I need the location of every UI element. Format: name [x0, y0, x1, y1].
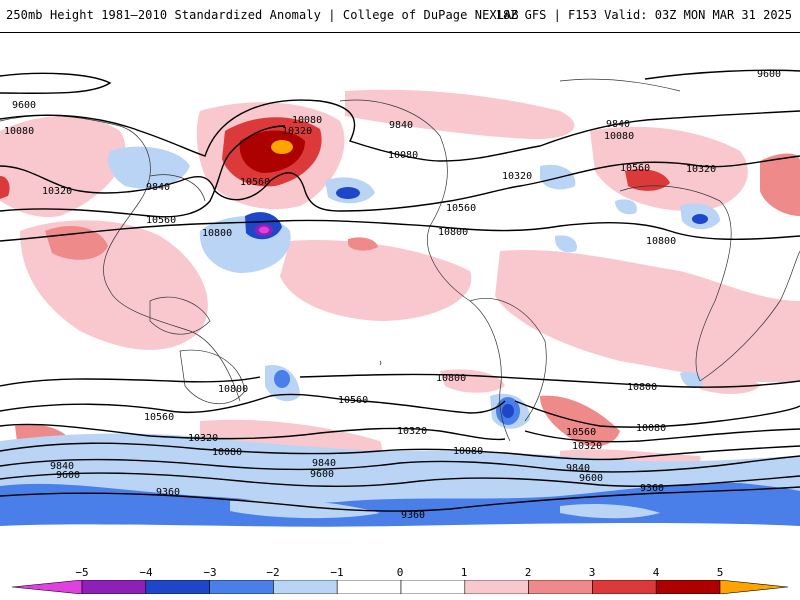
colorbar-tick-label: 3 — [588, 566, 596, 579]
contour-label: 10560 — [338, 395, 368, 406]
colorbar-cell — [145, 580, 210, 594]
colorbar-tick-label: 5 — [716, 566, 724, 579]
colorbar-tick-label: 0 — [396, 566, 404, 579]
map-panel: 9600 10080 10320 9840 10560 10800 10080 … — [0, 32, 800, 559]
contour-label: 9840 — [606, 119, 630, 130]
height-contours — [0, 69, 800, 512]
colorbar-cell — [655, 580, 721, 594]
colorbar-cell — [209, 580, 274, 594]
contour-label: 9600 — [757, 69, 781, 80]
contour-label: 10320 — [397, 426, 427, 437]
colorbar-arrow-low — [12, 580, 83, 594]
contour-label: 10320 — [686, 164, 716, 175]
colorbar-cell — [464, 580, 529, 594]
contour-labels: 9600 10080 10320 9840 10560 10800 10080 … — [4, 69, 781, 498]
colorbar-cell — [592, 580, 657, 594]
anomaly-map: 9600 10080 10320 9840 10560 10800 10080 … — [0, 69, 800, 559]
colorbar-tick-label: −1 — [330, 566, 344, 579]
contour-label: 10320 — [188, 433, 218, 444]
contour-label: 10800 — [438, 227, 468, 238]
coastlines — [0, 78, 800, 442]
colorbar-tick-label: −3 — [203, 566, 217, 579]
contour-label: 10560 — [620, 163, 650, 174]
contour-label: 9600 — [12, 100, 36, 111]
contour-labels-lower: 9360 — [401, 510, 425, 521]
contour-label: 10560 — [240, 177, 270, 188]
colorbar-tick-label: −5 — [75, 566, 89, 579]
contour-label: 10080 — [604, 131, 634, 142]
contour-label: 9360 — [401, 510, 425, 521]
colorbar-tick-label: 1 — [460, 566, 468, 579]
colorbar-strip — [12, 580, 788, 594]
colorbar: −5 −4 −3 −2 −1 0 1 2 3 4 5 — [0, 562, 800, 600]
colorbar-cell — [400, 580, 466, 594]
contour-label: 9600 — [310, 469, 334, 480]
contour-label: 10080 — [388, 150, 418, 161]
colorbar-cell — [336, 580, 402, 594]
contour-label: 10560 — [446, 203, 476, 214]
contour-label: 10800 — [202, 228, 232, 239]
contour-label: 9600 — [56, 470, 80, 481]
contour-label: 9360 — [640, 483, 664, 494]
contour-label: 10080 — [453, 446, 483, 457]
contour-label: 10080 — [212, 447, 242, 458]
colorbar-cell — [81, 580, 147, 594]
contour-label: 10800 — [218, 384, 248, 395]
contour-label: 9840 — [50, 461, 74, 472]
colorbar-tick-label: 2 — [524, 566, 532, 579]
contour-label: 10560 — [566, 427, 596, 438]
contour-label: 10800 — [436, 373, 466, 384]
contour-label: 9360 — [156, 487, 180, 498]
contour-label: 10080 — [636, 423, 666, 434]
contour-label: 10320 — [572, 441, 602, 452]
contour-label: 10560 — [146, 215, 176, 226]
title-bar: 250mb Height 1981–2010 Standardized Anom… — [0, 0, 800, 32]
contour-label: 9840 — [389, 120, 413, 131]
colorbar-cell — [273, 580, 338, 594]
colorbar-tick-label: 4 — [652, 566, 660, 579]
model-valid-time: 18Z GFS | F153 Valid: 03Z MON MAR 31 202… — [495, 8, 792, 22]
product-title: 250mb Height 1981–2010 Standardized Anom… — [6, 8, 519, 22]
colorbar-tick-label: −4 — [139, 566, 153, 579]
contour-label: 10800 — [627, 382, 657, 393]
contour-label: 9840 — [312, 458, 336, 469]
positive-anomaly-shading — [0, 89, 800, 478]
contour-label: 10320 — [502, 171, 532, 182]
contour-label: 10320 — [42, 186, 72, 197]
contour-label: 10560 — [144, 412, 174, 423]
contour-label: 10080 — [4, 126, 34, 137]
colorbar-cell — [528, 580, 593, 594]
contour-label: 9600 — [579, 473, 603, 484]
contour-label: 9840 — [566, 463, 590, 474]
contour-label: 10800 — [646, 236, 676, 247]
contour-label: 9840 — [146, 182, 170, 193]
contour-label: 10080 — [292, 115, 322, 126]
colorbar-tick-label: −2 — [266, 566, 280, 579]
contour-label: 10320 — [282, 126, 312, 137]
colorbar-arrow-high — [719, 580, 788, 594]
